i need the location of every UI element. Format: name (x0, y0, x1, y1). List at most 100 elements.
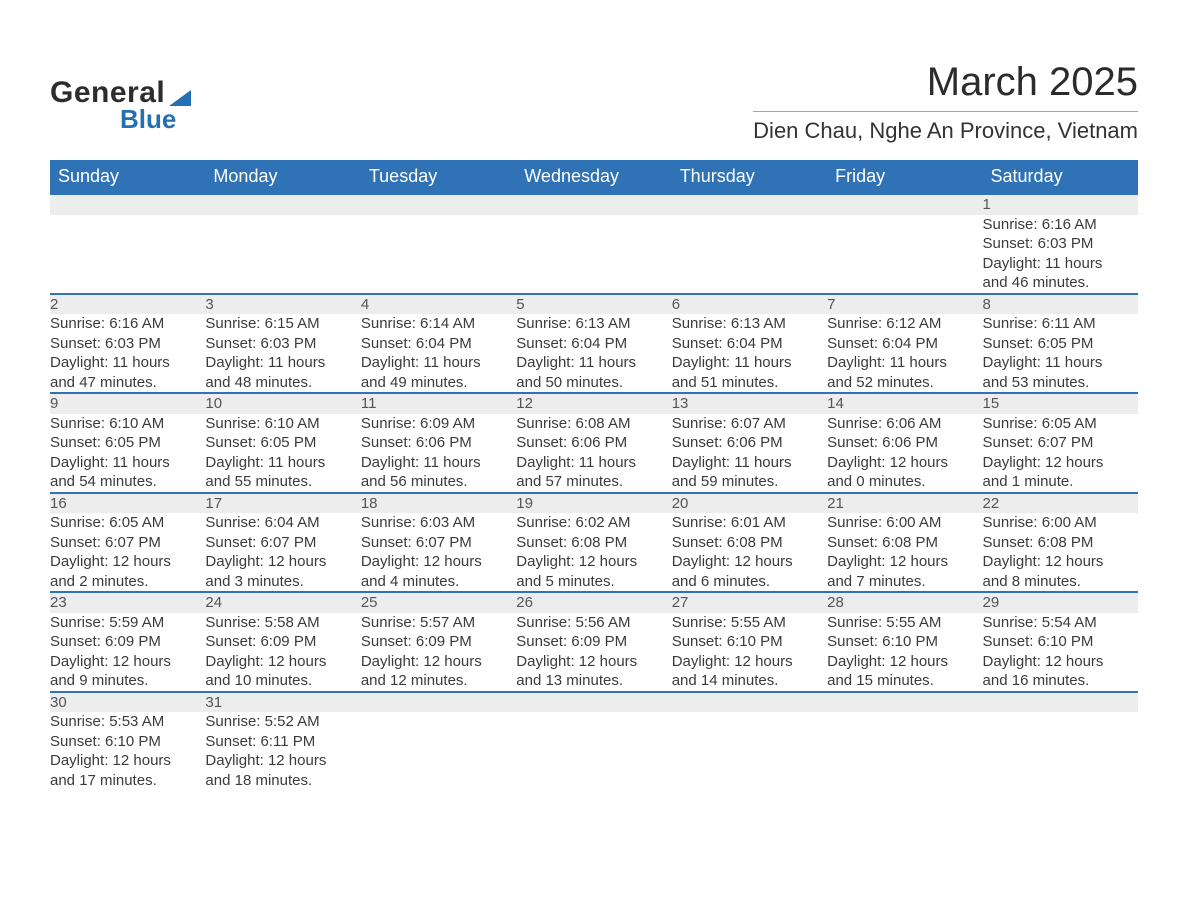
logo-text-blue: Blue (120, 104, 176, 135)
day-day2: and 52 minutes. (827, 373, 982, 393)
day-sunrise: Sunrise: 6:13 AM (672, 314, 827, 334)
day-cell (205, 215, 360, 294)
day-sunset: Sunset: 6:09 PM (205, 632, 360, 652)
calendar-page: General Blue March 2025 Dien Chau, Nghe … (0, 0, 1188, 830)
day-number: 25 (361, 592, 516, 613)
day-day2: and 5 minutes. (516, 572, 671, 592)
day-number (672, 194, 827, 215)
day-sunset: Sunset: 6:07 PM (361, 533, 516, 553)
day-day2: and 48 minutes. (205, 373, 360, 393)
day-day1: Daylight: 12 hours (50, 652, 205, 672)
day-sunrise: Sunrise: 6:12 AM (827, 314, 982, 334)
day-sunset: Sunset: 6:09 PM (50, 632, 205, 652)
day-content-row: Sunrise: 5:53 AMSunset: 6:10 PMDaylight:… (50, 712, 1138, 790)
day-number: 23 (50, 592, 205, 613)
day-cell: Sunrise: 6:13 AMSunset: 6:04 PMDaylight:… (672, 314, 827, 393)
day-sunset: Sunset: 6:10 PM (672, 632, 827, 652)
day-day2: and 8 minutes. (983, 572, 1138, 592)
day-cell: Sunrise: 6:09 AMSunset: 6:06 PMDaylight:… (361, 414, 516, 493)
day-cell (361, 215, 516, 294)
day-cell (827, 215, 982, 294)
day-day2: and 53 minutes. (983, 373, 1138, 393)
day-number (827, 194, 982, 215)
day-sunrise: Sunrise: 5:52 AM (205, 712, 360, 732)
day-sunset: Sunset: 6:04 PM (672, 334, 827, 354)
day-number: 20 (672, 493, 827, 514)
day-day1: Daylight: 12 hours (827, 652, 982, 672)
day-sunset: Sunset: 6:11 PM (205, 732, 360, 752)
day-day2: and 12 minutes. (361, 671, 516, 691)
day-day1: Daylight: 12 hours (516, 552, 671, 572)
day-cell: Sunrise: 6:06 AMSunset: 6:06 PMDaylight:… (827, 414, 982, 493)
day-day1: Daylight: 12 hours (205, 652, 360, 672)
day-cell: Sunrise: 6:15 AMSunset: 6:03 PMDaylight:… (205, 314, 360, 393)
day-day2: and 17 minutes. (50, 771, 205, 791)
day-day1: Daylight: 11 hours (672, 453, 827, 473)
day-cell: Sunrise: 6:11 AMSunset: 6:05 PMDaylight:… (983, 314, 1138, 393)
day-day2: and 7 minutes. (827, 572, 982, 592)
day-day1: Daylight: 11 hours (827, 353, 982, 373)
day-number: 24 (205, 592, 360, 613)
day-day2: and 15 minutes. (827, 671, 982, 691)
day-number: 14 (827, 393, 982, 414)
daynum-row: 1 (50, 194, 1138, 215)
day-day1: Daylight: 12 hours (516, 652, 671, 672)
day-cell (516, 215, 671, 294)
day-day2: and 0 minutes. (827, 472, 982, 492)
day-number (983, 692, 1138, 713)
weekday-header-row: SundayMondayTuesdayWednesdayThursdayFrid… (50, 160, 1138, 194)
day-sunrise: Sunrise: 6:09 AM (361, 414, 516, 434)
day-sunset: Sunset: 6:07 PM (205, 533, 360, 553)
day-sunset: Sunset: 6:03 PM (983, 234, 1138, 254)
day-number: 22 (983, 493, 1138, 514)
day-day2: and 13 minutes. (516, 671, 671, 691)
day-sunset: Sunset: 6:04 PM (516, 334, 671, 354)
day-sunrise: Sunrise: 6:15 AM (205, 314, 360, 334)
day-number: 28 (827, 592, 982, 613)
day-day1: Daylight: 11 hours (205, 453, 360, 473)
title-separator (753, 111, 1138, 112)
day-day1: Daylight: 12 hours (827, 552, 982, 572)
day-number: 16 (50, 493, 205, 514)
day-number: 13 (672, 393, 827, 414)
day-day2: and 57 minutes. (516, 472, 671, 492)
day-number: 9 (50, 393, 205, 414)
logo: General Blue (50, 76, 191, 135)
day-cell: Sunrise: 6:14 AMSunset: 6:04 PMDaylight:… (361, 314, 516, 393)
day-day1: Daylight: 12 hours (983, 453, 1138, 473)
day-number: 8 (983, 294, 1138, 315)
day-sunrise: Sunrise: 6:01 AM (672, 513, 827, 533)
day-day2: and 47 minutes. (50, 373, 205, 393)
day-number (361, 194, 516, 215)
day-cell: Sunrise: 6:04 AMSunset: 6:07 PMDaylight:… (205, 513, 360, 592)
daynum-row: 16171819202122 (50, 493, 1138, 514)
day-day1: Daylight: 12 hours (361, 652, 516, 672)
day-number: 1 (983, 194, 1138, 215)
daynum-row: 23242526272829 (50, 592, 1138, 613)
weekday-header: Sunday (50, 160, 205, 194)
day-day1: Daylight: 11 hours (361, 353, 516, 373)
day-cell: Sunrise: 6:07 AMSunset: 6:06 PMDaylight:… (672, 414, 827, 493)
day-day1: Daylight: 11 hours (361, 453, 516, 473)
day-day1: Daylight: 11 hours (672, 353, 827, 373)
day-cell: Sunrise: 5:54 AMSunset: 6:10 PMDaylight:… (983, 613, 1138, 692)
day-cell: Sunrise: 6:02 AMSunset: 6:08 PMDaylight:… (516, 513, 671, 592)
weekday-header: Friday (827, 160, 982, 194)
day-cell (516, 712, 671, 790)
weekday-header: Wednesday (516, 160, 671, 194)
weekday-header: Tuesday (361, 160, 516, 194)
day-day1: Daylight: 11 hours (983, 254, 1138, 274)
day-cell: Sunrise: 6:01 AMSunset: 6:08 PMDaylight:… (672, 513, 827, 592)
day-sunrise: Sunrise: 6:03 AM (361, 513, 516, 533)
day-day2: and 46 minutes. (983, 273, 1138, 293)
page-title: March 2025 (753, 60, 1138, 105)
day-sunset: Sunset: 6:09 PM (516, 632, 671, 652)
day-day2: and 16 minutes. (983, 671, 1138, 691)
day-day1: Daylight: 12 hours (983, 652, 1138, 672)
day-sunrise: Sunrise: 6:00 AM (983, 513, 1138, 533)
location-subtitle: Dien Chau, Nghe An Province, Vietnam (753, 118, 1138, 144)
day-day2: and 56 minutes. (361, 472, 516, 492)
day-day2: and 18 minutes. (205, 771, 360, 791)
day-day2: and 10 minutes. (205, 671, 360, 691)
day-number: 30 (50, 692, 205, 713)
